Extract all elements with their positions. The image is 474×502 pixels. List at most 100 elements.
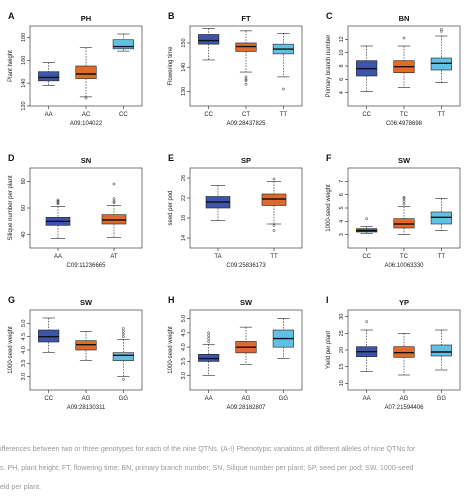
y-axis-label: seed per pod [168,190,174,225]
caption-line-2: s. PH, plant height; FT, flowering time;… [0,464,414,473]
box-gg [112,327,134,381]
outlier-point [207,331,211,335]
box-cc [198,28,220,61]
y-tick-label: 80 [21,178,27,184]
panel-title: PH [81,14,91,23]
caption-line-3: eld per plant. [0,483,42,492]
x-tick-label: GG [119,396,129,402]
y-tick-label: 14 [181,235,187,241]
panel-b: B FT 130 140 150 Flowering time CC CT TT A09:2843… [168,11,303,127]
x-tick-label: CC [119,112,128,118]
x-axis-label: C06:4978698 [386,121,423,127]
box-iqr [38,71,60,82]
outlier-point [244,82,248,86]
x-axis-label: A09:28437825 [226,121,266,127]
y-tick-label: 4.0 [181,343,187,351]
panel-title: YP [399,298,409,307]
y-tick-label: 3.0 [181,372,187,380]
y-tick-label: 25 [339,330,345,336]
x-tick-label: CC [44,396,53,402]
box-tc [393,36,415,88]
y-axis-label: Primary branch number [326,35,332,98]
y-axis-label: Silique number per plant [8,175,14,240]
x-axis-label: A09:104022 [70,121,103,127]
x-axis-label: A09:28130311 [67,405,106,411]
box-cc [356,217,378,234]
y-tick-label: 7 [339,180,345,183]
y-tick-label: 5.0 [181,315,187,323]
x-tick-label: CC [362,254,371,260]
y-axis-label: 1000-seed weight [168,326,174,374]
figure-panels: A PH 120 140 160 180 Plant height AA AC CC A09:104… [8,11,461,411]
outlier-point [121,335,125,339]
y-tick-label: 140 [21,79,27,88]
box-gg [272,318,294,359]
x-axis-label: C09:11236665 [67,263,107,269]
x-tick-label: TC [400,254,409,260]
y-tick-label: 18 [181,215,187,221]
outlier-point [56,199,60,203]
outlier-point [121,329,125,333]
figure-caption: ifferences between two or three genotype… [0,436,474,502]
x-tick-label: AC [82,112,91,118]
panel-h: H SW 3.0 3.5 4.0 4.5 5.0 1000-seed weight AA AG GG… [168,295,303,411]
y-tick-label: 20 [339,347,345,353]
box-ag [235,326,257,365]
outlier-point [84,96,88,100]
x-tick-label: AA [54,254,62,260]
box-tt [430,198,452,231]
y-tick-label: 4.0 [21,346,27,354]
outlier-point [244,75,248,79]
outlier-point [121,332,125,336]
box-cc [356,45,378,92]
outlier-point [112,197,116,201]
x-tick-label: AG [400,396,409,402]
y-axis-label: 1000-seed weight [8,326,14,374]
outlier-point [244,79,248,82]
outlier-point [121,327,125,331]
x-tick-label: TC [400,112,409,118]
x-tick-label: AG [242,396,251,402]
box-ct [235,30,257,86]
panel-g: G SW 3.0 3.5 4.0 4.5 5.0 1000-seed weight CC AG GG… [8,295,143,411]
y-tick-label: 150 [181,38,187,47]
panel-title: SP [241,156,251,165]
y-tick-label: 4.5 [21,333,27,341]
x-axis-label: A06:10063330 [384,263,424,269]
y-tick-label: 22 [181,195,187,201]
y-tick-label: 3.5 [21,360,27,368]
y-tick-label: 15 [339,364,345,370]
outlier-point [365,320,369,324]
box-tt [272,32,294,91]
x-tick-label: AA [45,112,53,118]
panel-letter: C [326,11,333,21]
x-tick-label: AA [363,396,371,402]
panel-letter: I [326,295,329,305]
panel-c: C BN 4 6 8 10 12 Primary branch number CC TC TT C06… [326,11,461,127]
panel-title: SN [81,156,91,165]
box-iqr [112,39,134,50]
box-gg [430,329,452,371]
outlier-point [402,199,406,203]
y-tick-label: 180 [21,33,27,42]
y-axis-label: Yield per plant [326,331,332,369]
panel-title: SW [240,298,253,307]
panel-title: FT [241,14,251,23]
panel-letter: H [168,295,175,305]
box-iqr [430,344,452,357]
x-tick-label: AA [205,396,213,402]
outlier-point [112,182,116,186]
panel-letter: F [326,153,332,163]
panel-title: BN [399,14,410,23]
y-tick-label: 3 [339,233,345,236]
outlier-point [402,202,406,206]
y-tick-label: 5 [339,206,345,209]
y-tick-label: 5.0 [21,320,27,328]
outlier-point [207,334,211,338]
y-axis-label: Plant height [8,50,14,82]
y-tick-label: 4 [339,220,345,223]
box-ac [75,47,97,100]
box-aa [198,331,220,377]
y-tick-label: 3.5 [181,358,187,366]
outlier-point [272,224,276,227]
